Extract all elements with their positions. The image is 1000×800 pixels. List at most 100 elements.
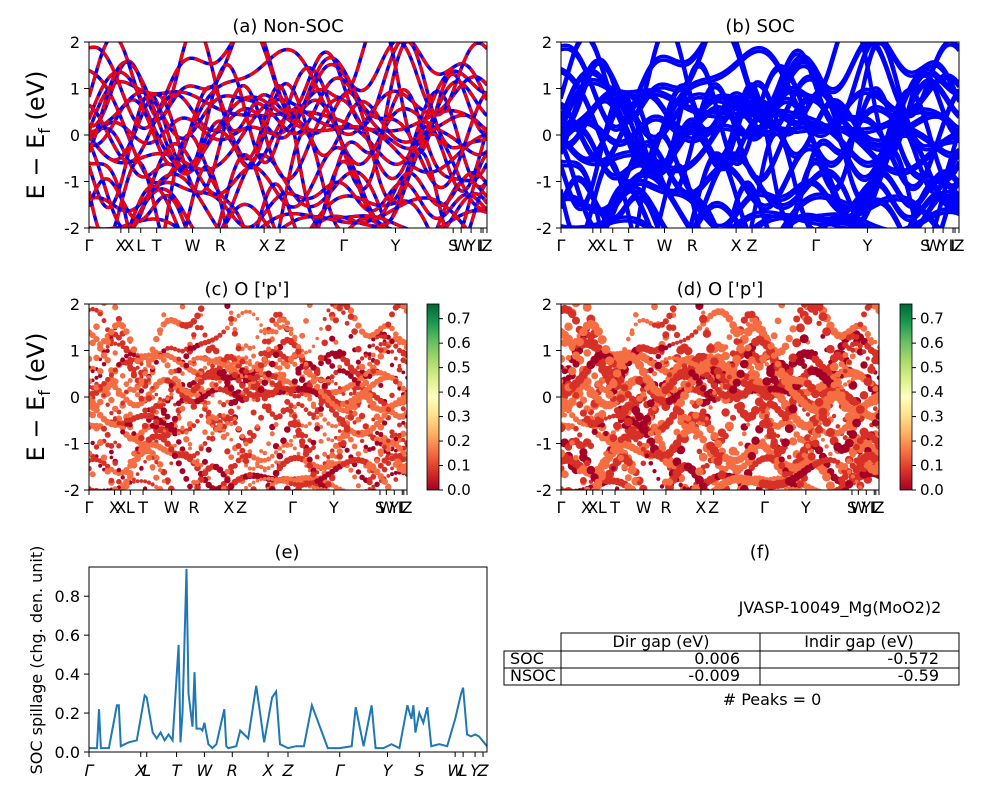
scatter-point (319, 327, 323, 331)
scatter-point (633, 436, 639, 443)
scatter-point (105, 491, 111, 497)
scatter-point (247, 483, 252, 487)
scatter-point (187, 360, 193, 365)
scatter-point (202, 365, 208, 370)
scatter-point (265, 403, 272, 410)
scatter-point (734, 491, 739, 496)
scatter-point (262, 331, 267, 336)
scatter-point (266, 346, 272, 352)
scatter-point (569, 345, 576, 352)
scatter-point (164, 362, 171, 369)
scatter-point (670, 324, 677, 331)
scatter-point (396, 445, 403, 452)
scatter-point (561, 398, 569, 407)
scatter-point (389, 362, 395, 368)
scatter-point (168, 421, 175, 428)
scatter-point (236, 426, 242, 432)
scatter-point (786, 454, 792, 460)
scatter-point (119, 392, 126, 399)
scatter-point (261, 350, 268, 357)
scatter-point (310, 439, 317, 446)
scatter-point (179, 304, 186, 310)
scatter-point (652, 349, 657, 354)
scatter-point (857, 321, 864, 328)
scatter-point (856, 348, 864, 356)
scatter-point (613, 421, 622, 430)
scatter-point (841, 487, 850, 490)
scatter-point (639, 425, 648, 434)
scatter-point (850, 474, 855, 479)
scatter-point (673, 428, 681, 436)
scatter-point (257, 386, 265, 394)
scatter-point (689, 399, 695, 405)
scatter-point (633, 322, 638, 327)
scatter-point (269, 391, 276, 398)
scatter-point (218, 379, 222, 384)
scatter-point (113, 341, 118, 346)
scatter-point (396, 436, 403, 443)
scatter-point (284, 387, 290, 393)
scatter-point (326, 491, 331, 496)
scatter-point (299, 482, 305, 488)
scatter-point (370, 473, 377, 480)
scatter-point (131, 402, 137, 408)
scatter-point (94, 307, 99, 313)
scatter-point (693, 329, 699, 335)
scatter-point (616, 394, 626, 403)
scatter-point (561, 364, 564, 370)
scatter-point (191, 332, 197, 338)
scatter-point (575, 337, 584, 347)
scatter-point (326, 421, 331, 426)
scatter-point (732, 354, 742, 364)
scatter-point (341, 488, 346, 490)
scatter-point (248, 358, 252, 363)
scatter-point (97, 345, 104, 352)
scatter-point (222, 489, 225, 490)
scatter-point (344, 358, 351, 364)
scatter-point (112, 367, 118, 373)
scatter-point (195, 450, 200, 456)
scatter-point (105, 348, 110, 353)
scatter-point (164, 431, 171, 439)
xtick-label: L (479, 236, 488, 255)
scatter-point (360, 491, 364, 495)
scatter-point (756, 320, 762, 326)
scatter-point (692, 373, 700, 381)
scatter-point (224, 476, 231, 484)
scatter-point (871, 356, 879, 365)
scatter-point (277, 357, 283, 363)
scatter-point (311, 485, 316, 490)
scatter-point (579, 448, 588, 457)
scatter-point (228, 315, 235, 323)
scatter-point (852, 418, 861, 428)
scatter-point (322, 378, 327, 383)
scatter-point (199, 413, 204, 418)
scatter-point (683, 346, 693, 356)
scatter-point (367, 352, 372, 357)
scatter-point (89, 410, 93, 418)
xtick-label: S (847, 498, 857, 517)
band-line-nonsoc (89, 153, 487, 228)
scatter-point (672, 405, 682, 414)
scatter-point (842, 465, 848, 471)
scatter-point (194, 312, 201, 320)
table-header-indir: Indir gap (eV) (804, 632, 914, 651)
scatter-point (157, 427, 164, 434)
scatter-point (708, 492, 713, 497)
scatter-point (386, 349, 391, 355)
xtick-label: L (142, 761, 151, 780)
scatter-point (101, 362, 107, 367)
scatter-point (760, 326, 766, 332)
scatter-point (172, 415, 178, 422)
scatter-point (351, 443, 358, 450)
scatter-point (115, 334, 122, 341)
scatter-point (270, 476, 275, 482)
scatter-point (220, 485, 227, 490)
xtick-label: Z (236, 498, 247, 517)
scatter-point (292, 334, 298, 340)
ytick-label: 2 (542, 295, 552, 314)
scatter-point (348, 404, 354, 411)
scatter-point (669, 411, 678, 420)
scatter-point (187, 350, 193, 355)
scatter-point (852, 465, 861, 474)
